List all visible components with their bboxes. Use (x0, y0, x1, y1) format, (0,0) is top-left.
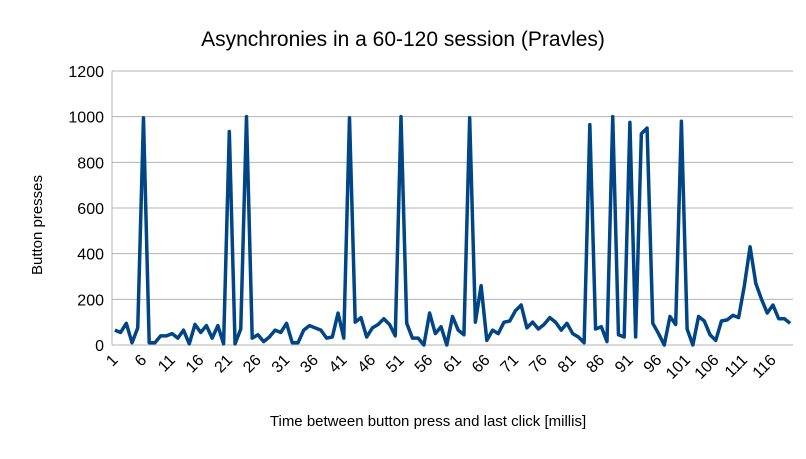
x-tick-label: 66 (469, 352, 494, 377)
x-tick-label: 56 (412, 352, 437, 377)
x-tick-label: 46 (355, 352, 380, 377)
y-tick-label: 1000 (68, 110, 104, 127)
x-axis-title: Time between button press and last click… (270, 413, 586, 430)
x-tick-label: 21 (212, 352, 237, 377)
x-tick-label: 86 (584, 352, 609, 377)
x-tick-label: 111 (722, 352, 751, 381)
chart-title: Asynchronies in a 60-120 session (Pravle… (201, 28, 605, 51)
x-tick-label: 96 (641, 352, 666, 377)
x-tick-label: 1 (103, 352, 121, 370)
y-tick-label: 1200 (68, 64, 104, 81)
x-tick-label: 26 (240, 352, 265, 377)
x-tick-label: 61 (440, 352, 465, 377)
x-tick-label: 91 (612, 352, 637, 377)
y-tick-label: 0 (95, 338, 104, 355)
x-tick-label: 81 (555, 352, 580, 377)
y-tick-label: 400 (77, 247, 104, 264)
x-tick-label: 16 (183, 352, 208, 377)
x-tick-label: 76 (526, 352, 551, 377)
x-tick-label: 101 (663, 352, 694, 383)
x-tick-label: 41 (326, 352, 351, 377)
x-tick-label: 51 (383, 352, 408, 377)
x-tick-label: 6 (132, 352, 150, 370)
x-tick-label: 11 (155, 352, 179, 376)
x-tick-label: 106 (692, 352, 723, 383)
data-line (114, 114, 792, 347)
y-tick-label: 600 (77, 201, 104, 218)
x-tick-label: 116 (750, 352, 780, 382)
x-tick-label: 36 (297, 352, 322, 377)
y-axis-title: Button presses (29, 175, 46, 275)
y-tick-label: 800 (77, 155, 104, 172)
x-tick-label: 31 (269, 352, 294, 377)
x-tick-label: 71 (498, 352, 523, 377)
y-tick-label: 200 (77, 292, 104, 309)
